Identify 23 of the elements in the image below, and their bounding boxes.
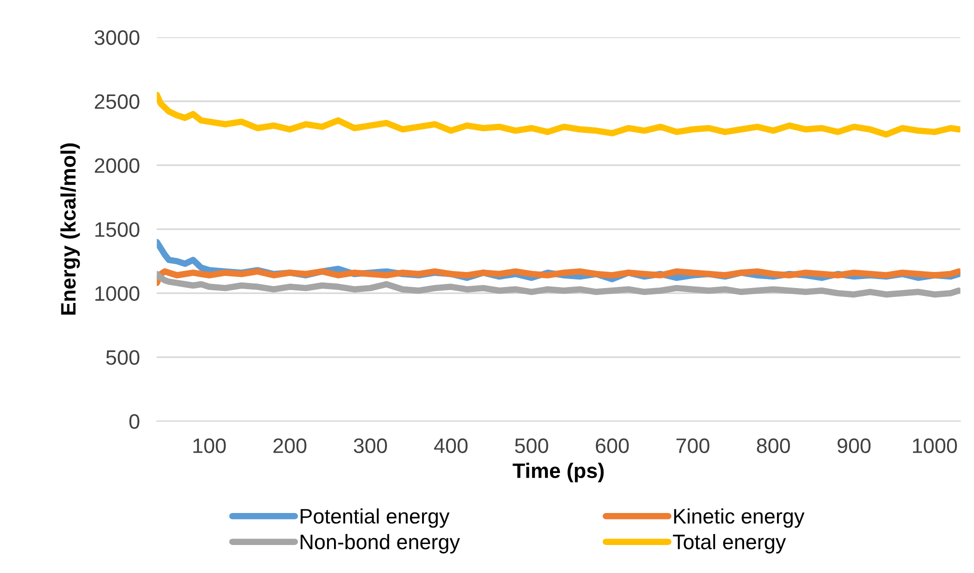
x-tick-label: 100 <box>193 438 226 454</box>
x-tick-label: 700 <box>676 438 710 454</box>
x-tick-label: 800 <box>756 438 790 454</box>
y-tick-label: 3000 <box>94 30 140 45</box>
x-tick-label: 600 <box>596 438 629 454</box>
y-tick-label: 0 <box>129 414 140 429</box>
legend-label: Total energy <box>672 534 786 554</box>
x-tick-label: 1000 <box>912 438 957 454</box>
x-tick-label: 300 <box>354 438 387 454</box>
y-tick-label: 1000 <box>95 286 140 301</box>
x-tick-label: 400 <box>434 438 468 454</box>
legend-label: Non-bond energy <box>300 534 460 554</box>
x-tick-label: 500 <box>515 438 548 454</box>
y-tick-label: 500 <box>106 350 140 365</box>
y-tick-label: 2500 <box>94 94 140 109</box>
y-axis-title: Energy (kcal/mol) <box>60 143 80 315</box>
legend-label: Potential energy <box>300 508 450 528</box>
y-tick-label: 2000 <box>94 158 140 173</box>
legend-label: Kinetic energy <box>674 508 804 528</box>
x-tick-label: 900 <box>838 438 871 454</box>
y-tick-label: 1500 <box>95 222 140 237</box>
x-tick-label: 200 <box>273 438 306 454</box>
x-axis-title: Time (ps) <box>512 462 604 482</box>
